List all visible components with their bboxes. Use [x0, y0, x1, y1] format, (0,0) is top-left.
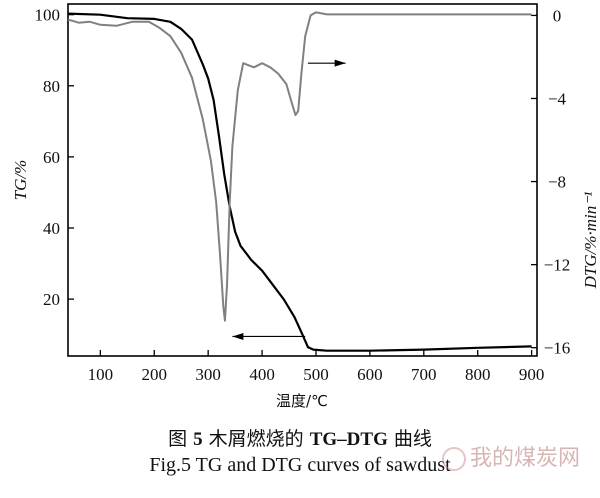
left-tick-label: 20	[43, 290, 60, 309]
x-tick-label: 400	[249, 365, 275, 384]
tg-curve	[67, 12, 532, 352]
tg-dtg-chart: 100 200 300 400 500 600 700 800 900 20 40 60 80 100 …	[11, 3, 600, 410]
right-axis-title: DTG/%·min⁻¹	[581, 192, 600, 290]
watermark-text: 我的煤炭网	[469, 446, 580, 471]
right-tick-label: 0	[553, 6, 562, 25]
x-tick-label: 900	[519, 365, 545, 384]
left-axis-title: TG/%	[11, 160, 30, 201]
curves	[67, 11, 532, 352]
right-tick-label: −12	[544, 256, 571, 275]
caption-cn-text-b: 曲线	[387, 428, 432, 450]
x-tick-label: 300	[195, 365, 221, 384]
dtg-curve	[67, 11, 532, 322]
plot-frame	[67, 3, 538, 357]
right-axis-ticks: 0 −4 −8 −12 −16	[531, 6, 571, 358]
x-tick-label: 600	[357, 365, 383, 384]
right-tick-label: −4	[548, 89, 567, 108]
x-tick-label: 500	[303, 365, 329, 384]
left-tick-label: 40	[43, 219, 60, 238]
left-tick-label: 80	[43, 77, 60, 96]
x-tick-label: 800	[465, 365, 491, 384]
caption-cn-number: 5	[193, 429, 203, 450]
watermark-logo-icon	[441, 447, 466, 471]
caption-chinese: 图 5 木屑燃烧的 TG–DTG 曲线	[0, 424, 600, 451]
caption-english: Fig.5 TG and DTG curves of sawdust	[149, 454, 451, 476]
arrow-head-right	[334, 59, 346, 67]
left-tick-label: 100	[35, 6, 61, 25]
watermark: 我的煤炭网	[441, 440, 580, 472]
caption-cn-text-a: 木屑燃烧的	[202, 428, 310, 450]
x-axis-ticks: 100 200 300 400 500 600 700 800 900	[88, 350, 545, 384]
annotation-arrows	[232, 59, 346, 340]
arrow-head-left	[232, 332, 244, 340]
caption-cn-prefix: 图	[168, 428, 194, 450]
right-tick-label: −16	[544, 339, 571, 358]
x-tick-label: 200	[142, 365, 168, 384]
right-tick-label: −8	[548, 173, 566, 192]
x-axis-title: 温度/℃	[276, 392, 328, 410]
caption-cn-bold: TG–DTG	[309, 429, 388, 450]
left-axis-ticks: 20 40 60 80 100	[35, 6, 74, 309]
left-tick-label: 60	[43, 148, 60, 167]
x-tick-label: 100	[88, 365, 114, 384]
x-tick-label: 700	[411, 365, 437, 384]
